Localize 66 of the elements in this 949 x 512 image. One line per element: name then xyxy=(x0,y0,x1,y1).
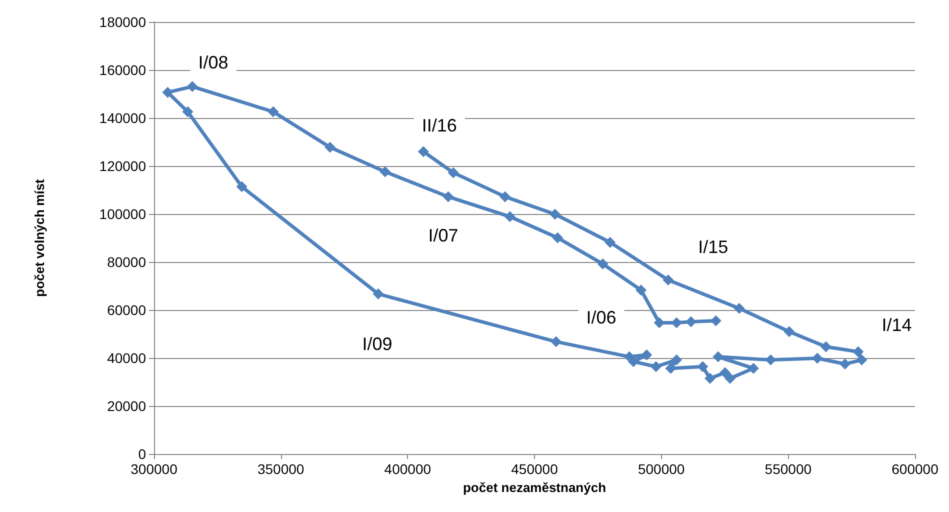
point xyxy=(182,106,194,118)
y-tick-label: 20000 xyxy=(107,398,146,414)
x-tick-label: 400000 xyxy=(384,461,432,477)
x-tick-label: 500000 xyxy=(638,461,685,477)
x-tick-label: 550000 xyxy=(764,461,812,477)
point xyxy=(724,372,736,384)
point xyxy=(236,181,248,192)
annotation: I/06 xyxy=(586,308,616,328)
point xyxy=(734,302,745,314)
point xyxy=(641,349,652,360)
x-tick-label: 600000 xyxy=(892,461,939,477)
point xyxy=(268,106,279,118)
y-tick-label: 40000 xyxy=(107,350,146,366)
point xyxy=(748,362,759,374)
point xyxy=(665,362,676,374)
point xyxy=(448,167,459,178)
y-axis-title: počet volných míst xyxy=(32,178,47,297)
point xyxy=(820,341,832,352)
point xyxy=(671,354,682,366)
point xyxy=(636,284,647,296)
x-tick-label: 300000 xyxy=(130,461,178,477)
point xyxy=(812,352,823,364)
point xyxy=(720,367,731,378)
y-tick-label: 80000 xyxy=(107,254,146,270)
point xyxy=(712,351,724,362)
y-tick-label: 180000 xyxy=(99,14,146,30)
annotation: I/09 xyxy=(362,334,392,354)
point xyxy=(839,358,850,370)
point xyxy=(500,191,511,202)
point xyxy=(650,361,662,372)
point xyxy=(710,315,722,326)
point xyxy=(604,236,616,248)
x-tick-label: 350000 xyxy=(257,461,304,477)
y-tick-label: 160000 xyxy=(99,62,146,78)
point xyxy=(550,208,561,220)
x-axis-title: počet nezaměstnaných xyxy=(462,480,606,495)
point xyxy=(686,316,697,328)
point xyxy=(552,232,564,244)
annotation: I/07 xyxy=(428,226,458,246)
point xyxy=(550,336,562,348)
annotation: I/14 xyxy=(882,314,912,335)
point xyxy=(380,166,391,178)
point xyxy=(372,288,384,300)
annotation: II/16 xyxy=(422,116,457,136)
y-tick-label: 100000 xyxy=(99,206,146,222)
y-tick-label: 60000 xyxy=(107,302,146,318)
point xyxy=(662,274,674,286)
point xyxy=(504,211,516,222)
point xyxy=(597,258,608,270)
point xyxy=(162,86,174,98)
point xyxy=(442,191,454,202)
y-tick-label: 140000 xyxy=(99,110,146,126)
point xyxy=(186,81,198,92)
y-tick-label: 0 xyxy=(138,446,146,462)
point xyxy=(852,346,864,358)
point xyxy=(697,361,708,372)
point xyxy=(704,372,716,384)
annotation: I/15 xyxy=(698,237,728,257)
x-tick-label: 450000 xyxy=(511,461,558,477)
point xyxy=(856,354,868,366)
annotation: I/08 xyxy=(198,52,228,73)
point xyxy=(671,317,682,328)
point xyxy=(324,142,336,153)
y-tick-label: 120000 xyxy=(99,158,146,174)
point xyxy=(418,146,429,158)
point xyxy=(784,326,795,338)
